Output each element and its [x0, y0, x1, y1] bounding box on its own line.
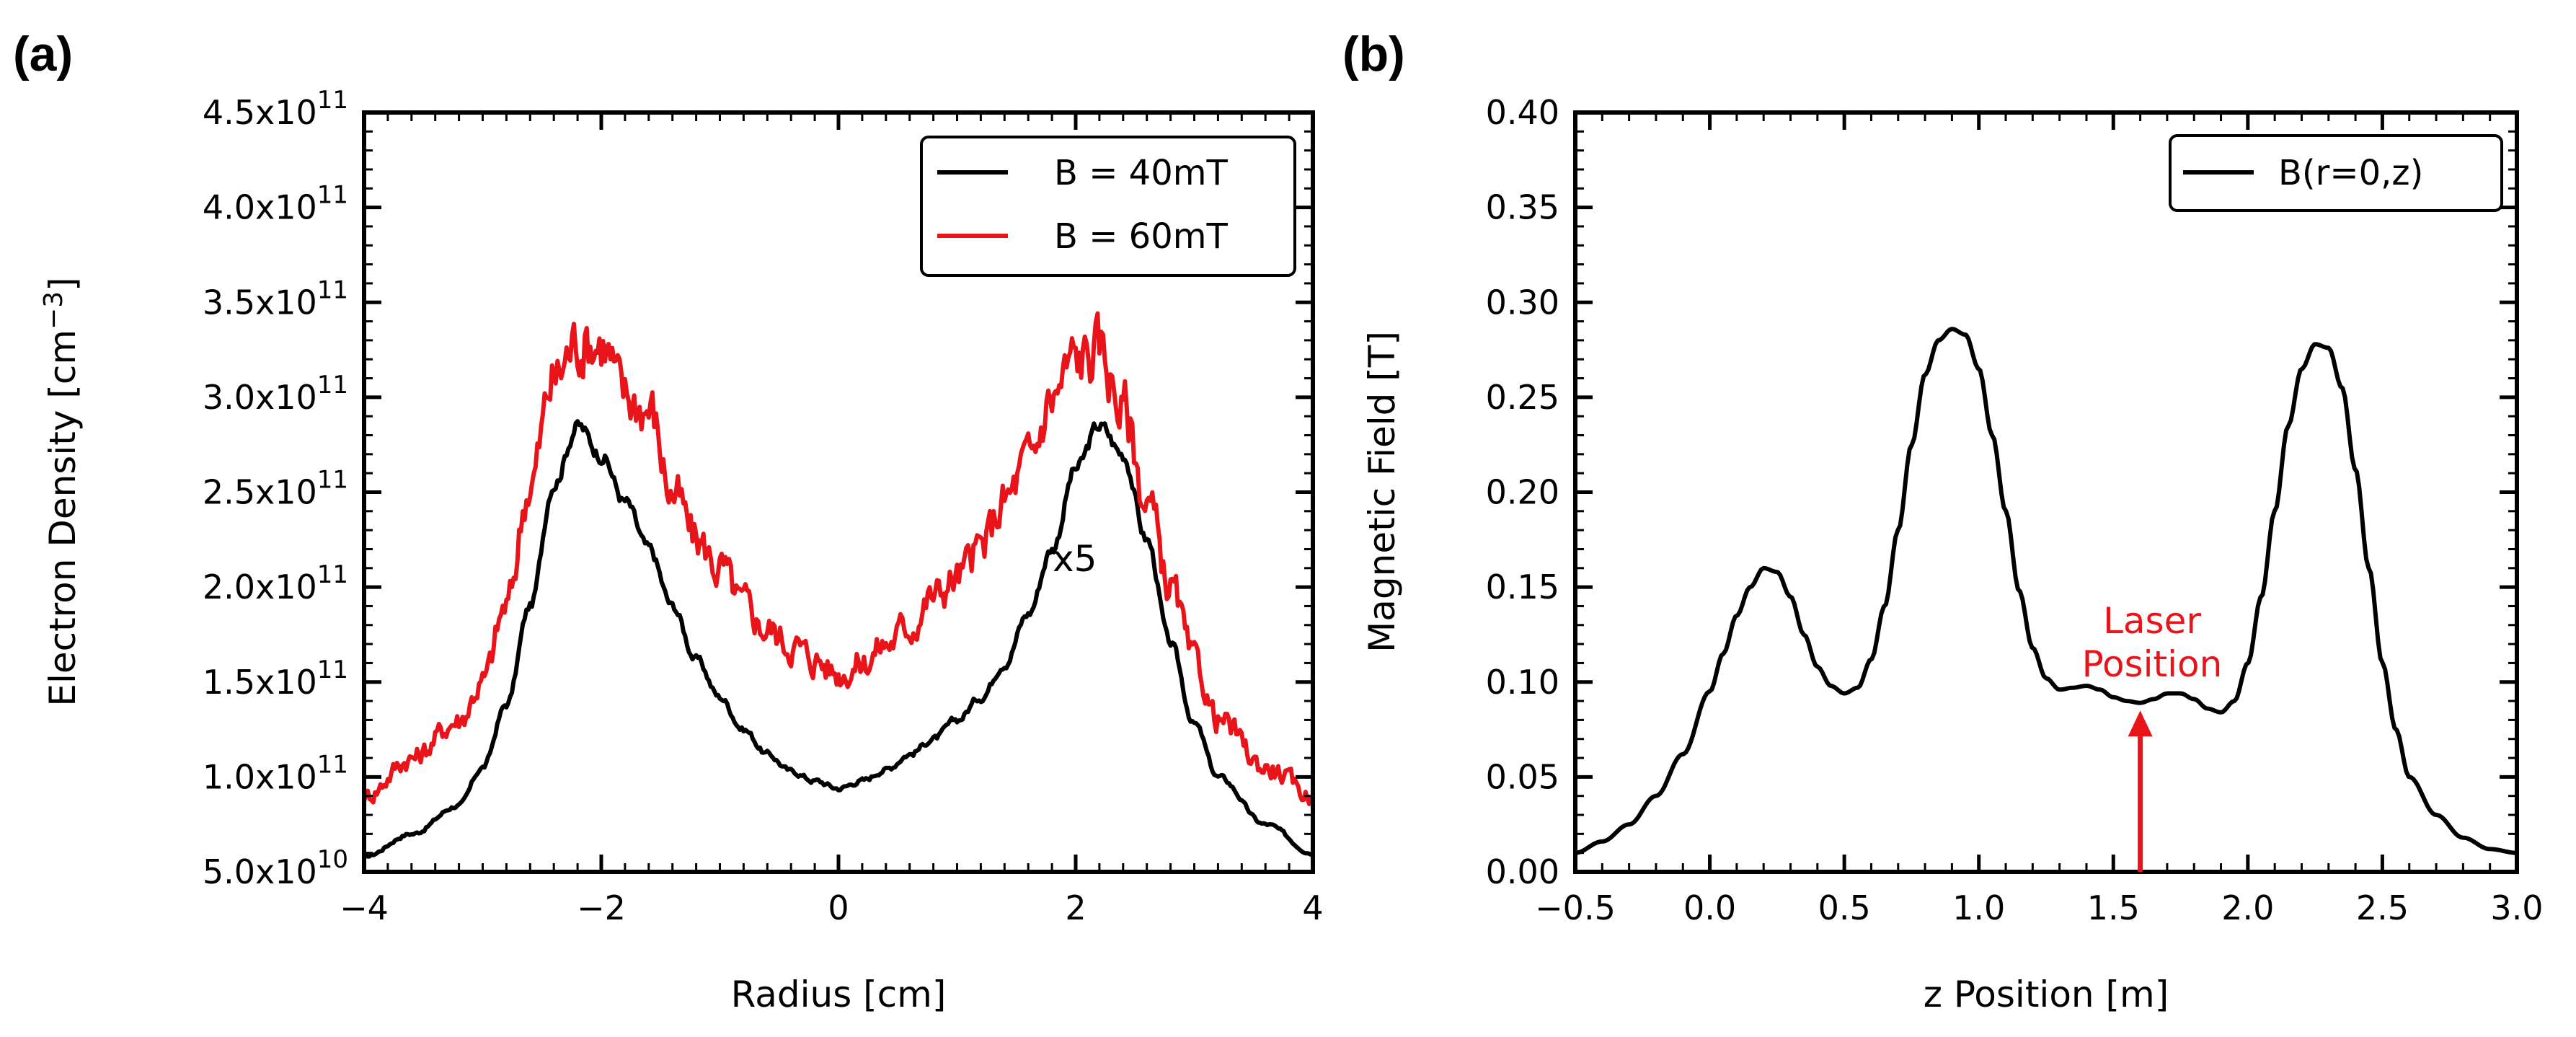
legend-b: B(r=0,z)	[2169, 134, 2503, 212]
y-tick-label-b: 0.30	[1486, 283, 1559, 322]
series-line-a-1	[362, 311, 1315, 806]
x-tick-label-a: 2	[1065, 888, 1086, 927]
y-tick-label-a: 3.5x1011	[203, 275, 348, 322]
x-tick-label-a: −2	[577, 888, 626, 927]
y-axis-title-b: Magnetic Field [T]	[1361, 331, 1403, 653]
panel-label-a: (a)	[13, 27, 73, 81]
y-tick-label-b: 0.05	[1486, 757, 1559, 796]
y-axis-title-a: Electron Density [cm−3]	[39, 277, 84, 706]
laser-arrow-head	[2128, 710, 2153, 737]
panel-label-b: (b)	[1342, 27, 1405, 81]
x-tick-label-a: −4	[340, 888, 389, 927]
x-axis-title-b: z Position [m]	[1924, 974, 2169, 1015]
plot-frame-b	[1573, 110, 2519, 874]
series-line-a-0	[363, 419, 1314, 859]
x-tick-label-b: 2.0	[2221, 888, 2274, 927]
y-tick-label-b: 0.10	[1486, 663, 1559, 702]
x5-annotation: x5	[1053, 538, 1097, 580]
legend-a: B = 40mT B = 60mT	[920, 136, 1296, 277]
y-tick-label-a: 2.5x1011	[203, 466, 348, 512]
legend-box-a	[920, 136, 1296, 277]
x-tick-label-b: 3.0	[2490, 888, 2543, 927]
x-tick-label-a: 0	[828, 888, 849, 927]
y-tick-label-a: 3.0x1011	[203, 371, 348, 417]
x-tick-label-b: 0.0	[1683, 888, 1736, 927]
laser-annotation: Laser Position	[2082, 600, 2223, 872]
y-tick-label-a: 1.5x1011	[203, 656, 348, 702]
y-tick-label-b: 0.20	[1486, 473, 1559, 512]
x-axis-title-a: Radius [cm]	[731, 974, 947, 1015]
y-tick-label-a: 4.0x1011	[203, 181, 348, 227]
x-tick-label-b: 1.0	[1952, 888, 2005, 927]
y-tick-label-b: 0.25	[1486, 378, 1559, 417]
chart-panel-b: −0.5 0.0 0.5 1.0 1.5 2.0 2.5 3.0 0.00 0.05 0.10 0.1…	[1361, 93, 2544, 1015]
y-tick-label-a: 1.0x1011	[203, 750, 348, 796]
y-tick-label-a: 5.0x1010	[203, 845, 348, 891]
legend-box-b	[2169, 134, 2503, 212]
x-tick-label-b: 2.5	[2356, 888, 2409, 927]
legend-label-60mT: B = 60mT	[1054, 216, 1229, 257]
y-tick-label-b: 0.40	[1486, 93, 1559, 132]
series-line-b-0	[1575, 327, 2518, 855]
x-tick-label-b: 0.5	[1818, 888, 1871, 927]
x-tick-label-b: 1.5	[2087, 888, 2140, 927]
y-tick-label-a: 4.5x1011	[203, 86, 348, 132]
y-tick-label-a: 2.0x1011	[203, 560, 348, 606]
legend-label-40mT: B = 40mT	[1054, 153, 1229, 193]
y-tick-label-b: 0.00	[1486, 852, 1559, 891]
laser-label-line2: Position	[2082, 643, 2223, 685]
legend-label-b: B(r=0,z)	[2278, 153, 2423, 193]
laser-label-line1: Laser	[2103, 600, 2201, 642]
x-tick-label-b: −0.5	[1535, 888, 1616, 927]
x-tick-label-a: 4	[1302, 888, 1323, 927]
chart-panel-a: −4 −2 0 2 4 5.0x1010 1.0x1011 1.5x1011 2.0x1011 2…	[39, 86, 1324, 1015]
y-tick-label-b: 0.35	[1486, 188, 1559, 227]
y-tick-label-b: 0.15	[1486, 568, 1559, 606]
